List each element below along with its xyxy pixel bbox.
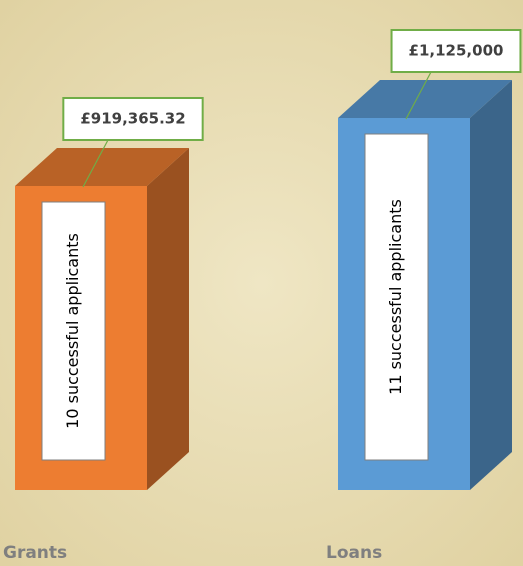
annotation: 10 successful applicants [63,233,82,429]
value-label: £1,125,000 [409,42,504,60]
value-label-box [390,29,522,73]
value-label-box [62,96,204,141]
bar-side [147,147,189,491]
annotation-box [41,201,106,461]
annotation: 11 successful applicants [386,199,405,395]
leader-line [82,139,109,188]
value-label: £919,365.32 [80,109,185,127]
bar-top [338,80,512,118]
annotation-box [364,133,429,461]
bar-side [470,80,512,490]
leader-line [405,71,432,120]
category-label: Grants [3,543,67,563]
bar-top [15,147,189,186]
category-label: Loans [326,543,382,563]
